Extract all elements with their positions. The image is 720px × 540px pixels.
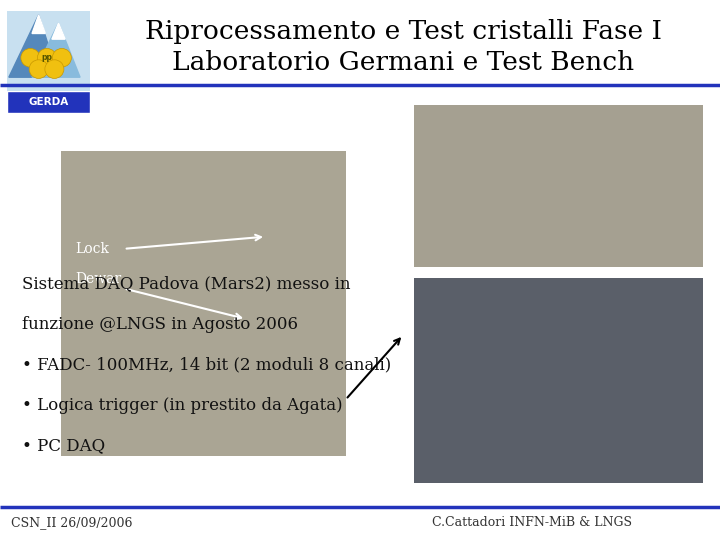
- Text: CSN_II 26/09/2006: CSN_II 26/09/2006: [11, 516, 132, 529]
- Circle shape: [45, 60, 64, 78]
- Text: pp: pp: [42, 53, 53, 62]
- Text: Lock: Lock: [76, 242, 109, 256]
- Text: Sistema DAQ Padova (Mars2) messo in: Sistema DAQ Padova (Mars2) messo in: [22, 275, 350, 292]
- Text: Dewar: Dewar: [76, 272, 122, 286]
- Text: • PC DAQ: • PC DAQ: [22, 437, 104, 454]
- Polygon shape: [32, 23, 80, 77]
- Text: • Logica trigger (in prestito da Agata): • Logica trigger (in prestito da Agata): [22, 397, 342, 414]
- Text: • FADC- 100MHz, 14 bit (2 moduli 8 canali): • FADC- 100MHz, 14 bit (2 moduli 8 canal…: [22, 356, 391, 373]
- FancyBboxPatch shape: [7, 91, 90, 113]
- Text: C.Cattadori INFN-MiB & LNGS: C.Cattadori INFN-MiB & LNGS: [432, 516, 632, 529]
- Circle shape: [53, 49, 71, 67]
- Circle shape: [21, 49, 40, 67]
- Text: GERDA: GERDA: [29, 97, 68, 107]
- Circle shape: [29, 60, 48, 78]
- Polygon shape: [32, 15, 45, 33]
- Text: Riprocessamento e Test cristalli Fase I
Laboratorio Germani e Test Bench: Riprocessamento e Test cristalli Fase I …: [145, 19, 662, 75]
- Polygon shape: [52, 23, 65, 39]
- Polygon shape: [9, 15, 58, 77]
- Circle shape: [37, 49, 56, 67]
- Text: funzione @LNGS in Agosto 2006: funzione @LNGS in Agosto 2006: [22, 316, 297, 333]
